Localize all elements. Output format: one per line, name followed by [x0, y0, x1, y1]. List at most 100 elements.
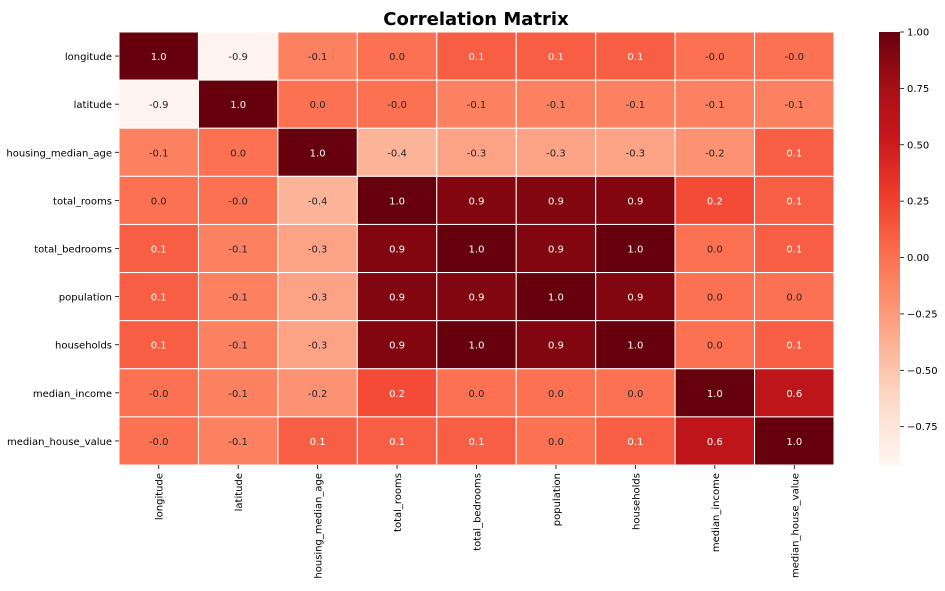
- x-tick-label: latitude: [234, 473, 245, 511]
- cell-value-label: 0.9: [469, 293, 485, 304]
- cell-value-label: 0.0: [230, 148, 246, 159]
- heatmap-cell: [197, 272, 279, 322]
- x-tick-label: total_bedrooms: [473, 473, 484, 551]
- cell-value-label: 1.0: [548, 293, 564, 304]
- heatmap-cell: [754, 127, 835, 177]
- cell-value-label: 0.0: [469, 389, 485, 400]
- cell-value-label: -0.1: [149, 148, 169, 159]
- cell-value-label: -0.2: [705, 148, 725, 159]
- colorbar: 1.00 0.75 0.50 0.25 0.00 −0.25 −0.50 −0.75: [879, 28, 938, 465]
- cell-value-label: 0.0: [151, 196, 167, 207]
- cell-value-label: -0.1: [626, 100, 646, 111]
- cell-value-label: 0.9: [627, 196, 643, 207]
- cell-value-label: 0.9: [548, 341, 564, 352]
- heatmap-cell: [436, 416, 517, 466]
- cell-value-label: -0.9: [228, 52, 248, 63]
- cell-value-label: -0.1: [228, 341, 248, 352]
- heatmap-cell: [754, 223, 835, 274]
- cell-value-label: 0.1: [627, 52, 643, 63]
- heatmap-cell: [197, 368, 279, 418]
- heatmap-cell: [674, 79, 756, 129]
- cell-value-label: 0.9: [548, 196, 564, 207]
- cell-value-label: 0.0: [389, 52, 405, 63]
- cell-value-label: 1.0: [469, 341, 485, 352]
- heatmap-cell: [277, 127, 358, 177]
- heatmap-cell: [197, 175, 279, 225]
- x-tick-label: housing_median_age: [314, 473, 325, 579]
- y-tick-label: total_rooms: [53, 196, 112, 207]
- heatmap-cell: [754, 272, 835, 322]
- cell-value-label: 0.6: [707, 437, 723, 448]
- cell-value-label: 1.0: [310, 148, 326, 159]
- heatmap-cell: [674, 223, 756, 274]
- heatmap-cell: [436, 368, 517, 418]
- x-tick-label: households: [631, 473, 642, 530]
- cell-value-label: 0.1: [389, 437, 405, 448]
- heatmap-cell: [754, 79, 835, 129]
- heatmap-cell: [595, 416, 676, 466]
- heatmap-cell: [356, 416, 438, 466]
- cell-value-label: 0.1: [469, 52, 485, 63]
- cell-value-label: -0.1: [228, 437, 248, 448]
- cell-value-label: 0.0: [548, 437, 564, 448]
- x-tick-label: median_income: [711, 473, 722, 552]
- heatmap-cell: [595, 272, 676, 322]
- heatmap-cell: [674, 175, 756, 225]
- heatmap-cell: [595, 79, 676, 129]
- cell-value-label: 0.2: [389, 389, 405, 400]
- cell-value-label: -0.1: [228, 293, 248, 304]
- heatmap-cell: [674, 320, 756, 370]
- heatmap-cell: [754, 175, 835, 225]
- heatmap-cell: [515, 272, 597, 322]
- heatmap-cell: [277, 175, 358, 225]
- heatmap-cell: [515, 127, 597, 177]
- cell-value-label: -0.1: [308, 52, 328, 63]
- cell-value-label: 0.6: [786, 389, 802, 400]
- heatmap-cell: [197, 223, 279, 274]
- cell-value-label: -0.3: [308, 245, 328, 256]
- cell-value-label: 0.1: [310, 437, 326, 448]
- heatmap-cell: [118, 272, 199, 322]
- cell-value-label: 1.0: [627, 245, 643, 256]
- y-tick-label: longitude: [65, 52, 112, 63]
- cell-value-label: 1.0: [786, 437, 802, 448]
- colorbar-tick-label: 0.25: [907, 197, 929, 208]
- cell-value-label: -0.1: [228, 245, 248, 256]
- cell-value-label: 1.0: [707, 389, 723, 400]
- heatmap-cell: [436, 320, 517, 370]
- x-tick-label: median_house_value: [790, 473, 801, 578]
- colorbar-tick-label: 1.00: [907, 28, 929, 39]
- heatmap-cell: [356, 79, 438, 129]
- heatmap-cell: [277, 31, 358, 81]
- cell-value-label: -0.9: [149, 100, 169, 111]
- cell-value-label: -0.0: [705, 52, 725, 63]
- heatmap-cell: [674, 127, 756, 177]
- heatmap-cell: [436, 223, 517, 274]
- heatmap-cell: [277, 272, 358, 322]
- cell-value-label: -0.4: [387, 148, 407, 159]
- cell-value-label: 0.1: [151, 293, 167, 304]
- cell-value-label: -0.2: [308, 389, 328, 400]
- heatmap-cell: [436, 127, 517, 177]
- cell-value-label: -0.1: [546, 100, 566, 111]
- colorbar-tick-label: −0.25: [907, 309, 938, 320]
- heatmap-cell: [754, 416, 835, 466]
- heatmap-cell: [118, 31, 199, 81]
- cell-value-label: 0.9: [627, 293, 643, 304]
- heatmap-cell: [515, 320, 597, 370]
- heatmap-cell: [197, 31, 279, 81]
- cell-value-label: 0.1: [786, 341, 802, 352]
- heatmap-cell: [356, 368, 438, 418]
- cell-value-label: 0.1: [469, 437, 485, 448]
- heatmap-cell: [118, 368, 199, 418]
- heatmap-cell: [754, 368, 835, 418]
- cell-value-label: -0.3: [308, 341, 328, 352]
- cell-value-label: 0.9: [469, 196, 485, 207]
- heatmap-cell: [118, 79, 199, 129]
- heatmap-cell: [356, 272, 438, 322]
- cell-value-label: 0.9: [389, 245, 405, 256]
- y-tick-label: housing_median_age: [6, 148, 112, 159]
- cell-value-label: -0.0: [149, 389, 169, 400]
